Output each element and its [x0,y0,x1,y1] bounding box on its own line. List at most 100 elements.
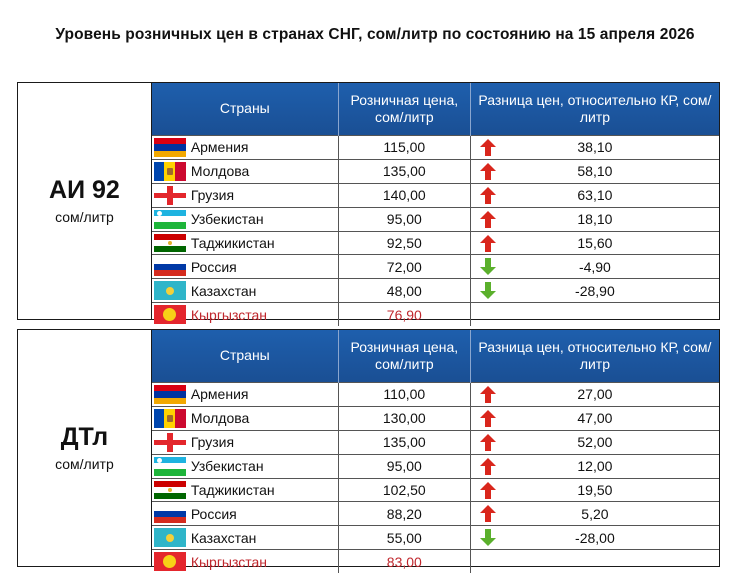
diff-value: 5,20 [581,505,609,522]
page-title: Уровень розничных цен в странах СНГ, сом… [55,26,695,43]
diff-cell: 38,10 [469,135,719,160]
up-arrow-icon [479,139,496,156]
diff-cell: -28,90 [469,278,719,303]
country-name: Кыргызстан [190,553,268,570]
country-cell: Узбекистан [151,206,339,232]
table-row: Казахстан 48,00 -28,90 [151,278,719,303]
table-row: Кыргызстан 76,90 [151,302,719,327]
country-name: Узбекистан [190,211,264,228]
up-arrow-icon [479,210,496,228]
country-cell: Грузия [151,182,339,208]
table-row: Узбекистан 95,00 18,10 [151,206,719,232]
diff-value: 47,00 [577,410,613,427]
price-cell: 110,00 [337,382,471,407]
fuel-price-block: ДТл сом/литр Страны Розничная цена, сом/лит… [17,329,720,574]
country-cell: Кыргызстан [151,302,339,327]
country-name: Россия [190,258,237,275]
country-cell: Узбекистан [151,453,339,479]
up-arrow-icon [479,457,496,475]
uzbekistan-flag-icon [153,209,186,229]
table-row: Молдова 135,00 58,10 [151,158,719,184]
down-arrow-icon [479,258,496,276]
table-row: Россия 72,00 -4,90 [151,254,719,279]
price-cell: 92,50 [337,230,471,255]
price-cell: 76,90 [337,302,471,327]
fuel-price-block: АИ 92 сом/литр Страны Розничная цена, сом/л… [17,82,720,327]
moldova-flag-icon [153,408,186,428]
table-row: Таджикистан 92,50 15,60 [151,230,719,255]
header-diff: Разница цен, относительно КР, сом/литр [469,83,719,136]
price-cell: 135,00 [337,429,471,455]
price-cell: 72,00 [337,254,471,279]
country-cell: Таджикистан [151,477,339,502]
country-cell: Россия [151,501,339,526]
georgia-flag-icon [153,432,186,452]
country-name: Казахстан [190,529,257,546]
diff-cell: 12,00 [469,453,719,479]
price-cell: 140,00 [337,182,471,208]
price-cell: 135,00 [337,158,471,184]
diff-cell: 52,00 [469,429,719,455]
country-name: Молдова [190,163,250,180]
kyrgyzstan-flag-icon [153,552,186,572]
country-name: Армения [190,139,249,156]
price-cell: 115,00 [337,135,471,160]
diff-cell: 5,20 [469,501,719,526]
price-table: Страны Розничная цена, сом/литр Разница це… [151,83,719,327]
country-cell: Грузия [151,429,339,455]
price-cell: 95,00 [337,206,471,232]
moldova-flag-icon [153,161,186,181]
up-arrow-icon [479,162,496,180]
diff-value: 15,60 [577,235,613,251]
diff-cell: 19,50 [469,477,719,502]
country-cell: Россия [151,254,339,279]
fuel-label-panel: ДТл сом/литр [18,330,152,566]
header-country: Страны [151,83,339,136]
kazakhstan-flag-icon [153,528,186,548]
country-cell: Казахстан [151,525,339,550]
diff-value: -28,00 [575,529,615,546]
fuel-type: АИ 92 [49,176,120,205]
diff-cell [469,549,719,574]
diff-value: -4,90 [578,258,611,275]
country-cell: Молдова [151,158,339,184]
diff-cell: 58,10 [469,158,719,184]
price-cell: 95,00 [337,453,471,479]
diff-value: 12,00 [577,458,613,475]
diff-cell: 27,00 [469,382,719,407]
header-country: Страны [151,330,339,383]
price-cell: 55,00 [337,525,471,550]
armenia-flag-icon [153,137,186,157]
price-cell: 83,00 [337,549,471,574]
table-row: Молдова 130,00 47,00 [151,405,719,431]
country-cell: Таджикистан [151,230,339,255]
country-name: Россия [190,505,237,522]
country-name: Армения [190,386,249,403]
diff-value: 63,10 [577,187,613,204]
price-cell: 130,00 [337,405,471,431]
price-table: Страны Розничная цена, сом/литр Разница це… [151,330,719,574]
table-row: Армения 115,00 38,10 [151,135,719,160]
header-diff: Разница цен, относительно КР, сом/литр [469,330,719,383]
up-arrow-icon [479,409,496,427]
table-row: Кыргызстан 83,00 [151,549,719,574]
tajikistan-flag-icon [153,233,186,253]
up-arrow-icon [479,433,496,451]
country-cell: Армения [151,382,339,407]
diff-value: 19,50 [577,482,613,498]
country-name: Таджикистан [190,235,275,251]
diff-cell: 63,10 [469,182,719,208]
up-arrow-icon [479,386,496,403]
tajikistan-flag-icon [153,480,186,500]
kazakhstan-flag-icon [153,281,186,301]
table-header-row: Страны Розничная цена, сом/литр Разница це… [151,330,719,383]
table-row: Узбекистан 95,00 12,00 [151,453,719,479]
table-row: Таджикистан 102,50 19,50 [151,477,719,502]
diff-value: 38,10 [577,139,613,156]
fuel-type: ДТл [60,423,109,452]
diff-value: -28,90 [575,282,615,299]
fuel-unit: сом/литр [55,208,114,225]
header-price: Розничная цена, сом/литр [337,330,471,383]
table-header-row: Страны Розничная цена, сом/литр Разница це… [151,83,719,136]
country-cell: Кыргызстан [151,549,339,574]
